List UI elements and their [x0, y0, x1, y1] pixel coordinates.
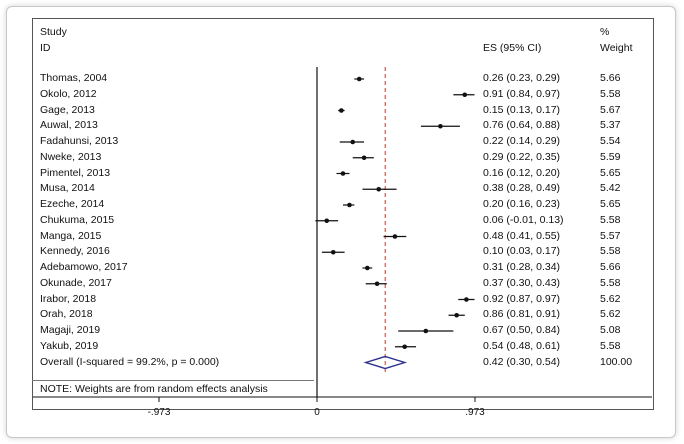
point-estimate: [462, 92, 468, 98]
study-weight: 5.37: [600, 119, 621, 132]
point-estimate: [392, 234, 398, 239]
point-estimate: [402, 344, 407, 350]
study-ci: 0.06 (-0.01, 0.13): [483, 213, 564, 226]
point-estimate: [356, 76, 362, 82]
study-id: Fadahunsi, 2013: [40, 135, 119, 147]
study-id: Thomas, 2004: [40, 72, 108, 84]
study-weight: 5.62: [600, 292, 621, 305]
study-id: Ezeche, 2014: [40, 198, 105, 210]
study-weight: 5.65: [600, 198, 621, 210]
study-weight: 5.67: [600, 103, 621, 116]
study-weight: 5.58: [600, 276, 621, 289]
study-id: Okolo, 2012: [40, 87, 97, 100]
x-tick-label: .973: [465, 407, 485, 418]
study-weight: 5.59: [600, 150, 621, 163]
study-ci: 0.10 (0.03, 0.17): [483, 245, 561, 258]
study-id: Magaji, 2019: [40, 324, 101, 336]
footnote: NOTE: Weights are from random effects an…: [40, 383, 268, 395]
point-estimate: [339, 108, 344, 113]
study-weight: 5.62: [600, 308, 621, 321]
study-weight: 5.54: [600, 135, 621, 147]
study-id: Chukuma, 2015: [40, 213, 115, 226]
study-weight: 5.66: [600, 261, 621, 273]
study-weight: 5.66: [600, 72, 621, 84]
study-id: Nweke, 2013: [40, 150, 102, 163]
study-ci: 0.48 (0.41, 0.55): [483, 229, 561, 242]
study-id: Auwal, 2013: [40, 119, 98, 132]
study-weight: 5.08: [600, 324, 621, 336]
study-ci: 0.16 (0.12, 0.20): [483, 166, 561, 179]
overall-ci: 0.42 (0.30, 0.54): [483, 355, 561, 368]
study-ci: 0.37 (0.30, 0.43): [483, 276, 561, 289]
study-id: Irabor, 2018: [40, 292, 97, 305]
study-ci: 0.26 (0.23, 0.29): [483, 72, 561, 84]
study-ci: 0.54 (0.48, 0.61): [483, 339, 561, 352]
point-estimate: [347, 202, 352, 208]
plot-border: [32, 18, 654, 410]
point-estimate: [330, 249, 336, 255]
study-id: Adebamowo, 2017: [40, 261, 128, 273]
point-estimate: [350, 139, 356, 145]
x-tick-label: 0: [314, 407, 320, 418]
study-id: Orah, 2018: [40, 308, 93, 321]
study-ci: 0.92 (0.87, 0.97): [483, 292, 561, 305]
header-study: Study: [40, 26, 67, 38]
point-estimate: [454, 312, 459, 318]
study-ci: 0.31 (0.28, 0.34): [483, 261, 561, 273]
study-ci: 0.38 (0.28, 0.49): [483, 182, 561, 195]
study-id: Okunade, 2017: [40, 276, 112, 289]
study-id: Pimentel, 2013: [40, 166, 111, 179]
study-ci: 0.86 (0.81, 0.91): [483, 308, 561, 321]
study-ci: 0.29 (0.22, 0.35): [483, 150, 561, 163]
study-weight: 5.57: [600, 229, 621, 242]
study-id: Musa, 2014: [40, 182, 95, 195]
study-ci: 0.15 (0.13, 0.17): [483, 103, 561, 116]
point-estimate: [438, 123, 443, 129]
study-ci: 0.20 (0.16, 0.23): [483, 198, 561, 210]
study-weight: 5.58: [600, 245, 621, 258]
study-id: Manga, 2015: [40, 229, 102, 242]
point-estimate: [374, 281, 380, 287]
study-ci: 0.76 (0.64, 0.88): [483, 119, 561, 132]
point-estimate: [423, 328, 429, 334]
study-ci: 0.22 (0.14, 0.29): [483, 135, 561, 147]
study-id: Kennedy, 2016: [40, 245, 110, 258]
study-weight: 5.65: [600, 166, 621, 179]
point-estimate: [464, 297, 469, 302]
study-weight: 5.58: [600, 339, 621, 352]
x-tick-label: -.973: [147, 407, 171, 418]
overall-diamond: [363, 355, 408, 370]
overall-label: Overall (I-squared = 99.2%, p = 0.000): [40, 355, 220, 368]
point-estimate: [376, 186, 382, 192]
header-weight: Weight: [600, 42, 633, 54]
header-id: ID: [40, 42, 51, 54]
study-ci: 0.91 (0.84, 0.97): [483, 87, 561, 100]
overall-weight: 100.00: [600, 355, 633, 368]
study-weight: 5.42: [600, 182, 621, 195]
note-separator: [32, 380, 314, 381]
study-id: Gage, 2013: [40, 103, 95, 116]
study-ci: 0.67 (0.50, 0.84): [483, 324, 561, 336]
point-estimate: [340, 171, 346, 176]
point-estimate: [361, 155, 367, 161]
point-estimate: [324, 218, 330, 224]
study-weight: 5.58: [600, 87, 621, 100]
study-id: Yakub, 2019: [40, 339, 99, 352]
study-weight: 5.58: [600, 213, 621, 226]
header-percent: %: [600, 26, 610, 38]
header-es-ci: ES (95% CI): [483, 42, 542, 54]
point-estimate: [365, 265, 370, 271]
